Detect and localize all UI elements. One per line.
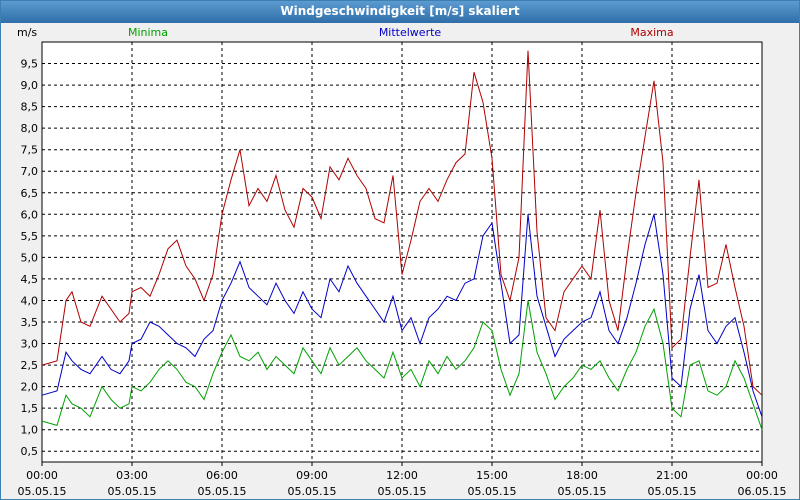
x-tick-date: 05.05.15: [648, 485, 697, 498]
y-tick-label: 8,0: [21, 122, 39, 135]
x-tick-time: 18:00: [566, 469, 598, 482]
x-tick-time: 00:00: [26, 469, 58, 482]
legend: Minima Mittelwerte Maxima: [128, 26, 674, 39]
legend-maxima: Maxima: [630, 26, 673, 39]
x-tick-time: 06:00: [206, 469, 238, 482]
x-tick-time: 21:00: [656, 469, 688, 482]
x-tick-date: 05.05.15: [468, 485, 517, 498]
y-tick-label: 5,5: [21, 230, 39, 243]
x-tick-date: 06.05.15: [738, 485, 787, 498]
series-line-mittelwerte: [41, 214, 763, 417]
y-tick-label: 9,0: [21, 79, 39, 92]
x-tick-date: 05.05.15: [198, 485, 247, 498]
x-tick-time: 03:00: [116, 469, 148, 482]
y-tick-label: 2,0: [21, 381, 39, 394]
x-tick-date: 05.05.15: [288, 485, 337, 498]
y-tick-label: 5,0: [21, 251, 39, 264]
axis-labels: 0,5 1,0 1,5 2,0 2,5 3,0 3,5 4,0 4,5 5,0 5,5 6,0 6,5 7…: [18, 58, 787, 498]
x-tick-time: 09:00: [296, 469, 328, 482]
window-title: Windgeschwindigkeit [m/s] skaliert: [280, 4, 520, 18]
y-tick-label: 1,5: [21, 402, 39, 415]
x-tick-date: 05.05.15: [378, 485, 427, 498]
y-axis-unit-label: m/s: [17, 26, 37, 39]
y-tick-label: 1,0: [21, 424, 39, 437]
y-tick-label: 6,5: [21, 187, 39, 200]
y-tick-label: 4,5: [21, 273, 39, 286]
x-tick-date: 05.05.15: [18, 485, 67, 498]
title-bar: Windgeschwindigkeit [m/s] skaliert: [1, 1, 799, 23]
x-tick-time: 00:00: [746, 469, 778, 482]
y-tick-label: 7,5: [21, 144, 39, 157]
y-tick-label: 2,5: [21, 359, 39, 372]
grid-lines: [41, 41, 763, 466]
y-tick-label: 3,0: [21, 338, 39, 351]
wind-speed-chart: 0,5 1,0 1,5 2,0 2,5 3,0 3,5 4,0 4,5 5,0 5,5 6,0 6,5 7…: [17, 26, 787, 498]
legend-mittelwerte: Mittelwerte: [379, 26, 442, 39]
y-tick-label: 7,0: [21, 165, 39, 178]
x-tick-time: 12:00: [386, 469, 418, 482]
data-series: [41, 50, 763, 430]
y-tick-label: 0,5: [21, 445, 39, 458]
y-tick-label: 3,5: [21, 316, 39, 329]
y-tick-label: 4,0: [21, 294, 39, 307]
x-tick-date: 05.05.15: [558, 485, 607, 498]
series-line-maxima: [41, 50, 763, 396]
y-tick-label: 9,5: [21, 58, 39, 71]
legend-minima: Minima: [128, 26, 168, 39]
y-tick-label: 6,0: [21, 208, 39, 221]
y-tick-label: 8,5: [21, 101, 39, 114]
series-line-minima: [41, 300, 763, 430]
x-tick-date: 05.05.15: [108, 485, 157, 498]
x-tick-time: 15:00: [476, 469, 508, 482]
